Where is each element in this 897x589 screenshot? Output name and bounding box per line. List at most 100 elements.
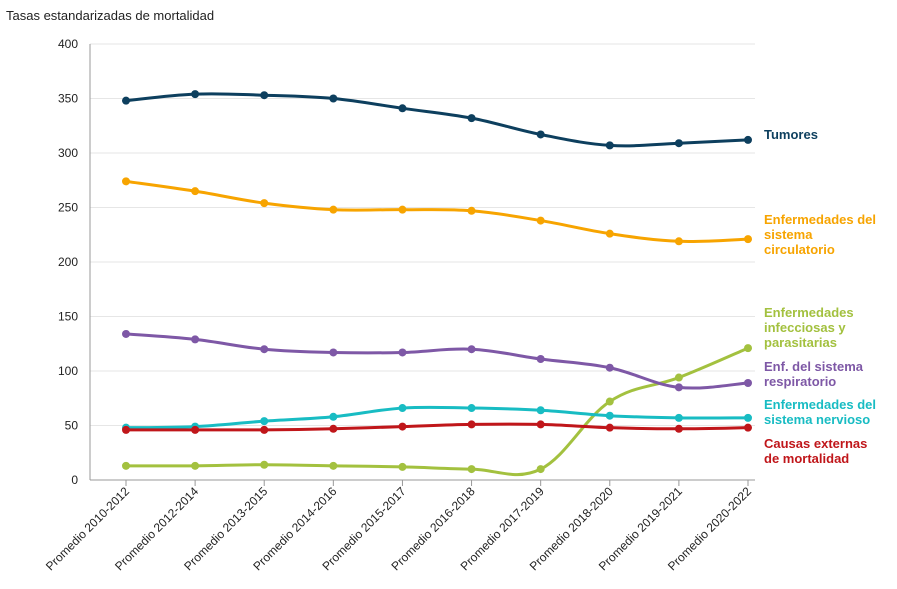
- data-point: [744, 344, 752, 353]
- series-label: Enfermedades infecciosas y parasitarias: [764, 305, 854, 350]
- data-point: [329, 424, 338, 433]
- data-point: [260, 345, 269, 354]
- series-label-line: sistema: [764, 227, 813, 242]
- series-line: [124, 179, 750, 243]
- series-label-line: de mortalidad: [764, 451, 849, 466]
- data-point: [674, 139, 683, 148]
- data-point: [260, 460, 269, 469]
- series-0: [122, 90, 752, 150]
- series-label-line: circulatorio: [764, 242, 835, 257]
- y-tick-label: 300: [58, 146, 78, 160]
- series-label: Tumores: [764, 127, 818, 142]
- series-label-line: parasitarias: [764, 335, 837, 350]
- data-point: [536, 420, 545, 429]
- series-label: Causas externas de mortalidad: [764, 436, 867, 466]
- data-point: [536, 355, 545, 364]
- data-point: [744, 423, 752, 432]
- series-label: Enfermedades del sistema nervioso: [764, 397, 876, 427]
- series-line: [124, 346, 750, 477]
- data-point: [398, 404, 407, 413]
- data-point: [674, 237, 683, 246]
- data-point: [744, 235, 752, 244]
- data-point: [191, 187, 200, 196]
- data-point: [536, 130, 545, 139]
- data-point: [191, 335, 200, 344]
- data-point: [329, 412, 338, 421]
- series-label-line: Causas externas: [764, 436, 867, 451]
- series-3: [122, 329, 752, 392]
- data-point: [467, 206, 476, 215]
- series-line: [124, 332, 750, 390]
- data-point: [329, 205, 338, 214]
- series-4: [122, 404, 752, 432]
- data-point: [605, 363, 614, 372]
- series-line: [124, 405, 750, 430]
- data-point: [398, 422, 407, 431]
- data-point: [398, 348, 407, 357]
- series-1: [122, 177, 752, 246]
- series-label-line: Enfermedades: [764, 305, 854, 320]
- series-label-line: Enfermedades del: [764, 212, 876, 227]
- data-point: [536, 465, 545, 474]
- data-point: [536, 216, 545, 225]
- data-point: [605, 397, 614, 406]
- y-tick-label: 0: [71, 473, 78, 487]
- data-point: [398, 205, 407, 214]
- data-point: [260, 417, 269, 426]
- data-point: [329, 94, 338, 103]
- series-label-line: Enf. del sistema: [764, 359, 864, 374]
- data-point: [122, 461, 130, 470]
- y-tick-label: 250: [58, 201, 78, 215]
- data-point: [122, 425, 130, 434]
- data-point: [674, 424, 683, 433]
- data-point: [605, 423, 614, 432]
- y-tick-label: 100: [58, 364, 78, 378]
- data-point: [605, 229, 614, 238]
- data-point: [674, 383, 683, 392]
- y-tick-label: 50: [65, 419, 79, 433]
- data-point: [605, 411, 614, 420]
- series-group: [122, 90, 752, 477]
- data-point: [191, 461, 200, 470]
- series-label-line: sistema nervioso: [764, 412, 870, 427]
- y-tick-label: 400: [58, 37, 78, 51]
- data-point: [467, 420, 476, 429]
- y-tick-label: 150: [58, 310, 78, 324]
- y-axis-ticks: 0 50 100 150 200 250 300 350 400: [58, 37, 78, 487]
- series-label-line: infecciosas y: [764, 320, 846, 335]
- series-label: Enfermedades del sistema circulatorio: [764, 212, 876, 257]
- data-point: [260, 199, 269, 208]
- series-label: Enf. del sistema respiratorio: [764, 359, 864, 389]
- data-point: [605, 141, 614, 150]
- gridlines: [89, 43, 755, 481]
- series-label-line: respiratorio: [764, 374, 836, 389]
- data-point: [674, 373, 683, 382]
- data-point: [122, 96, 130, 105]
- data-point: [674, 413, 683, 422]
- series-label-line: Tumores: [764, 127, 818, 142]
- data-point: [744, 135, 752, 144]
- data-point: [467, 465, 476, 474]
- data-point: [191, 425, 200, 434]
- series-line: [124, 92, 750, 148]
- series-line: [124, 422, 750, 432]
- data-point: [191, 90, 200, 99]
- data-point: [398, 462, 407, 471]
- data-point: [467, 404, 476, 413]
- data-point: [260, 91, 269, 100]
- data-point: [536, 406, 545, 415]
- data-point: [744, 413, 752, 422]
- series-5: [122, 420, 752, 434]
- y-tick-label: 350: [58, 92, 78, 106]
- chart-title: Tasas estandarizadas de mortalidad: [6, 8, 215, 23]
- series-label-line: Enfermedades del: [764, 397, 876, 412]
- data-point: [122, 177, 130, 186]
- data-point: [122, 329, 130, 338]
- data-point: [329, 461, 338, 470]
- series-2: [122, 344, 752, 477]
- y-tick-label: 200: [58, 255, 78, 269]
- data-point: [398, 104, 407, 113]
